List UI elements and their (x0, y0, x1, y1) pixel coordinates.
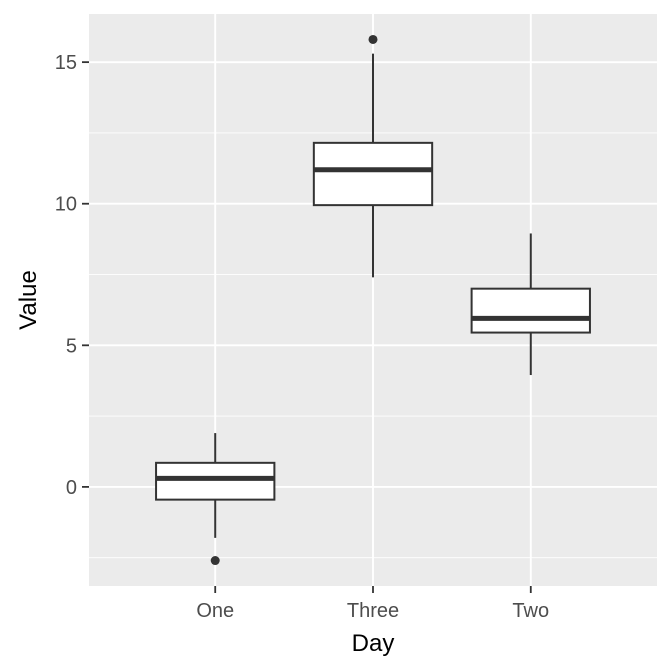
box-iqr (312, 141, 434, 207)
y-axis: 0 5 10 15 (55, 52, 89, 499)
outlier-point (210, 556, 220, 566)
box-series (155, 34, 591, 566)
x-tick-label: Three (347, 600, 399, 622)
box-two (470, 233, 591, 376)
box-three (312, 34, 434, 278)
x-tick-label: One (196, 600, 234, 622)
y-axis-title: Value (15, 270, 42, 330)
x-tick-label: Two (512, 600, 549, 622)
box-one (155, 433, 276, 566)
y-tick-label: 0 (66, 477, 77, 499)
y-tick-label: 10 (55, 194, 77, 216)
box-iqr (155, 461, 276, 501)
x-axis-title: Day (352, 630, 395, 657)
y-tick-label: 15 (55, 52, 77, 74)
y-tick-label: 5 (66, 335, 77, 357)
outlier-point (368, 34, 378, 44)
x-axis: One Three Two (196, 586, 549, 622)
box-iqr (470, 287, 591, 334)
